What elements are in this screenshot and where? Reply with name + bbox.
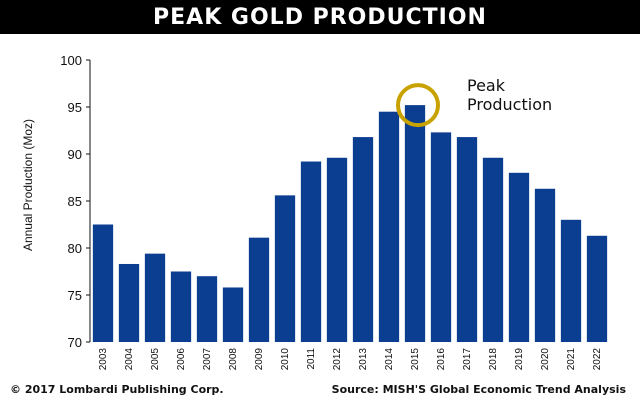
source-text: Source: MISH'S Global Economic Trend Ana… [331,383,626,396]
chart-title: PEAK GOLD PRODUCTION [0,0,640,34]
y-tick-label-75: 75 [68,288,82,303]
peak-highlight-ring [396,83,440,128]
x-tick-label-2022: 2022 [592,348,603,371]
x-tick-label-2011: 2011 [306,348,317,370]
bar-2014 [378,111,400,342]
x-tick-label-2021: 2021 [566,348,577,371]
y-axis: 70 75 80 85 90 95 100 [60,53,90,350]
x-tick-label-2009: 2009 [254,348,265,371]
bar-series [92,105,608,343]
bar-2003 [92,224,114,342]
bar-2022 [586,235,608,342]
x-tick-label-2012: 2012 [332,348,343,371]
x-tick-label-2019: 2019 [514,348,525,371]
bar-2006 [170,271,192,342]
x-tick-label-2005: 2005 [150,348,161,371]
x-tick-label-2013: 2013 [358,348,369,371]
bar-2012 [326,157,348,342]
x-tick-label-2006: 2006 [176,348,187,371]
bar-2011 [300,161,322,342]
bar-2015 [404,105,426,343]
bar-2021 [560,219,582,342]
bar-2016 [430,132,452,342]
bar-2018 [482,157,504,342]
y-tick-label-85: 85 [68,194,82,209]
x-tick-label-2020: 2020 [540,348,551,371]
x-tick-label-2016: 2016 [436,348,447,371]
y-tick-label-70: 70 [68,335,82,350]
bar-2019 [508,172,530,342]
bar-2020 [534,188,556,342]
bar-2005 [144,253,166,342]
y-tick-label-95: 95 [68,100,82,115]
y-tick-label-80: 80 [68,241,82,256]
footer: © 2017 Lombardi Publishing Corp. Source:… [0,382,640,400]
x-axis: 2003 2004 2005 2006 2007 2008 2009 2010 2011 2012… [98,348,603,371]
bar-2010 [274,195,296,342]
bar-2004 [118,263,140,342]
bar-2013 [352,137,374,342]
x-tick-label-2008: 2008 [228,348,239,371]
bar-2017 [456,137,478,342]
copyright-text: © 2017 Lombardi Publishing Corp. [10,383,224,396]
annotation-text-line-0: Peak [467,76,506,95]
x-tick-label-2003: 2003 [98,348,109,371]
x-tick-label-2018: 2018 [488,348,499,371]
x-tick-label-2007: 2007 [202,348,213,371]
y-tick-label-100: 100 [60,53,82,68]
x-tick-label-2010: 2010 [280,348,291,371]
bar-2007 [196,276,218,342]
x-tick-label-2015: 2015 [410,348,421,371]
x-tick-label-2004: 2004 [124,348,135,371]
y-tick-label-90: 90 [68,147,82,162]
bar-2008 [222,287,244,342]
bar-chart: 70 75 80 85 90 95 100 2003 2004 2005 2006 2007 2008… [60,53,608,371]
bar-2009 [248,237,270,342]
x-tick-label-2017: 2017 [462,348,473,371]
annotation-text-line-1: Production [467,95,552,114]
x-tick-label-2014: 2014 [384,348,395,371]
